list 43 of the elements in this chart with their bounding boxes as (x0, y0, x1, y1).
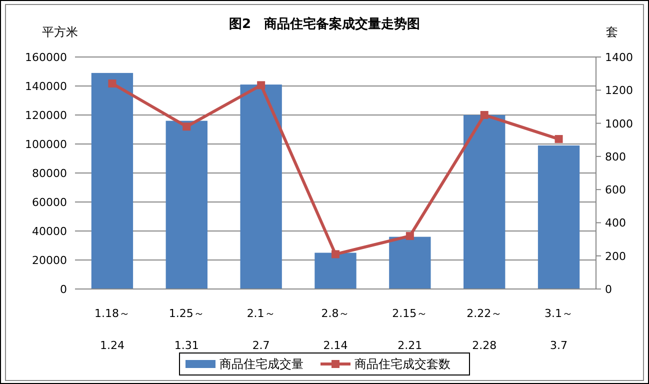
bar (464, 115, 506, 289)
legend-label: 商品住宅成交套数 (354, 357, 450, 371)
y-tick-label: 100000 (25, 138, 67, 151)
category-label: 1.25～ 1.31 (168, 307, 204, 352)
category-label: 2.8～ 2.14 (321, 307, 350, 352)
point (480, 111, 488, 119)
point (257, 81, 266, 90)
y2-axis-title: 套 (606, 25, 618, 39)
point (182, 122, 191, 131)
bar (166, 120, 208, 289)
y2-tick-label: 200 (605, 250, 626, 263)
category-label: 2.15～ 2.21 (392, 307, 428, 352)
category-label: 2.22～ 2.28 (466, 307, 502, 352)
legend-label: 商品住宅成交量 (220, 357, 304, 371)
y2-tick-label: 600 (605, 184, 626, 197)
y-tick-label: 60000 (32, 196, 67, 209)
bar (240, 84, 282, 289)
y2-tick-label: 1200 (605, 84, 633, 98)
y2-tick-label: 0 (605, 283, 612, 296)
y-tick-label: 0 (60, 283, 67, 296)
y-tick-label: 140000 (25, 80, 67, 93)
y-tick-label: 40000 (32, 225, 67, 238)
bar (91, 72, 134, 289)
y2-tick-label: 400 (605, 216, 626, 230)
bar (314, 252, 356, 289)
bar (538, 145, 580, 289)
y2-tick-label: 800 (605, 150, 626, 164)
category-label: 3.1～ 3.7 (544, 307, 574, 352)
point (554, 135, 563, 144)
category-label: 2.1～ 2.7 (246, 307, 276, 352)
y-tick-label: 80000 (32, 167, 67, 180)
point (406, 232, 414, 240)
chart-title: 图2 商品住宅备案成交量走势图 (228, 16, 420, 32)
bar (389, 236, 431, 289)
y-axis-title: 平方米 (42, 25, 78, 39)
y-tick-label: 20000 (32, 254, 67, 267)
category-label: 1.18～ 1.24 (94, 307, 130, 352)
point (108, 80, 116, 88)
point (332, 250, 340, 258)
y2-tick-label: 1400 (605, 51, 633, 64)
y-tick-label: 120000 (25, 109, 67, 122)
y2-tick-label: 1000 (605, 117, 633, 130)
y-tick-label: 160000 (25, 51, 67, 64)
